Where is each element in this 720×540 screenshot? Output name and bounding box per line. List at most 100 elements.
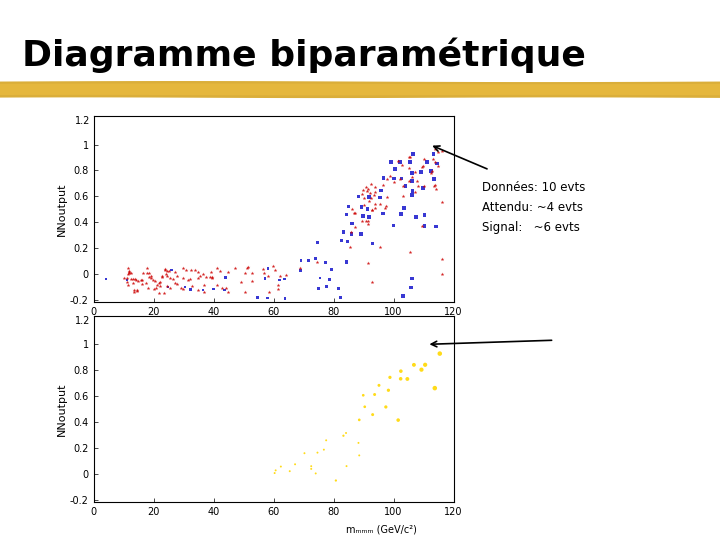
Point: [374, 193, 386, 202]
Point: [239, 287, 251, 296]
Point: [395, 374, 406, 383]
Point: [338, 431, 349, 440]
Point: [212, 280, 223, 289]
Point: [403, 152, 415, 161]
Point: [427, 155, 438, 164]
Point: [333, 284, 344, 293]
Point: [429, 384, 441, 393]
Point: [369, 390, 380, 399]
Point: [406, 274, 418, 283]
Point: [267, 262, 279, 271]
Point: [208, 285, 220, 293]
Point: [356, 217, 368, 225]
Point: [384, 172, 396, 181]
Point: [252, 293, 264, 301]
Point: [356, 190, 368, 199]
Point: [362, 259, 374, 267]
Point: [404, 158, 415, 166]
Point: [417, 162, 428, 171]
Point: [366, 206, 378, 214]
Point: [357, 391, 369, 400]
Point: [171, 272, 183, 280]
Point: [262, 294, 274, 302]
Point: [341, 462, 352, 470]
Point: [143, 284, 154, 292]
Point: [125, 269, 137, 278]
Text: mₘₘₘ (GeV/c²): mₘₘₘ (GeV/c²): [346, 524, 417, 535]
Point: [381, 201, 392, 210]
Point: [362, 217, 374, 226]
Point: [418, 155, 430, 164]
Point: [101, 274, 112, 283]
Point: [336, 237, 348, 245]
Point: [179, 282, 191, 291]
Point: [397, 292, 409, 301]
Point: [303, 256, 315, 265]
Point: [396, 174, 408, 183]
Point: [140, 279, 151, 287]
Point: [122, 264, 133, 272]
Point: [418, 181, 430, 190]
Point: [185, 285, 197, 294]
Point: [157, 273, 168, 282]
Point: [129, 274, 140, 283]
Point: [123, 268, 135, 277]
Point: [138, 269, 149, 278]
Point: [381, 192, 392, 201]
Point: [124, 268, 135, 276]
Point: [177, 264, 189, 273]
Point: [362, 185, 374, 193]
Point: [364, 193, 375, 201]
Point: [419, 361, 431, 369]
Point: [137, 280, 148, 288]
Point: [164, 284, 176, 292]
Point: [369, 200, 381, 208]
Point: [392, 416, 404, 424]
Point: [182, 275, 194, 284]
Point: [122, 274, 133, 282]
Point: [411, 177, 423, 185]
Point: [343, 202, 354, 211]
Point: [178, 274, 189, 282]
Point: [312, 448, 323, 457]
Point: [294, 264, 306, 272]
Point: [400, 182, 411, 191]
Point: [419, 211, 431, 219]
Point: [388, 221, 400, 230]
Point: [405, 284, 417, 292]
Point: [272, 281, 284, 289]
Point: [270, 466, 282, 475]
Point: [180, 266, 192, 274]
Point: [389, 178, 400, 186]
Point: [310, 469, 321, 478]
Point: [320, 258, 332, 267]
Point: [429, 145, 441, 153]
Point: [334, 293, 346, 302]
Point: [204, 273, 216, 281]
Point: [363, 197, 374, 206]
Point: [346, 230, 357, 238]
Point: [392, 157, 403, 165]
Point: [206, 273, 217, 281]
Point: [192, 286, 203, 295]
Point: [150, 277, 161, 286]
Point: [279, 275, 290, 284]
Point: [363, 213, 374, 221]
Point: [330, 476, 341, 485]
Point: [284, 467, 295, 476]
Point: [361, 187, 372, 195]
Point: [406, 168, 418, 177]
Point: [432, 147, 444, 156]
Point: [359, 194, 370, 202]
Point: [362, 220, 374, 228]
Point: [367, 410, 379, 419]
Point: [262, 264, 274, 273]
Point: [205, 268, 217, 276]
Point: [240, 268, 251, 277]
Point: [135, 276, 147, 285]
Point: [145, 271, 156, 280]
Point: [274, 275, 285, 284]
Point: [124, 266, 135, 275]
Point: [148, 285, 160, 293]
Point: [366, 193, 377, 202]
